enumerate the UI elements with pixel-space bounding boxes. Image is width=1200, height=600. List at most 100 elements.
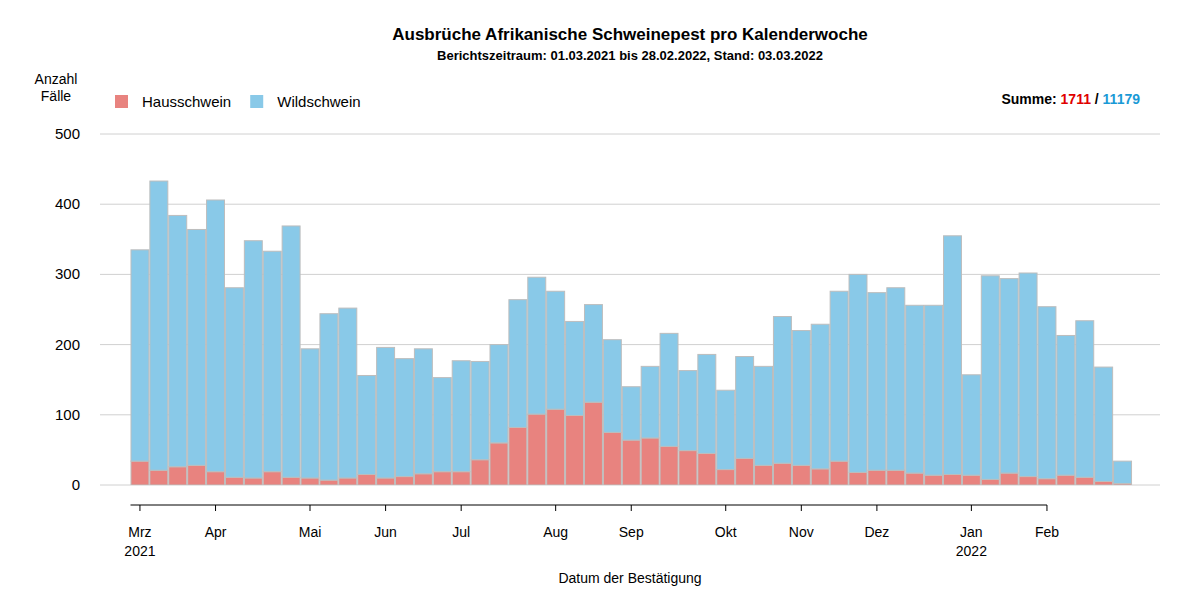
bar xyxy=(792,331,810,466)
bar xyxy=(1095,481,1113,485)
bar xyxy=(282,226,300,477)
bar xyxy=(887,288,905,471)
bar xyxy=(566,416,584,485)
bar xyxy=(1114,461,1132,483)
legend-swatch xyxy=(250,95,263,108)
bar xyxy=(1095,367,1113,481)
bar xyxy=(490,443,508,485)
x-tick xyxy=(876,505,877,511)
bar xyxy=(622,440,640,485)
bar xyxy=(641,438,659,485)
bar xyxy=(981,276,999,480)
bar xyxy=(849,274,867,472)
x-tick xyxy=(385,505,386,511)
x-tick xyxy=(725,505,726,511)
bar xyxy=(792,465,810,485)
bar xyxy=(1038,307,1056,479)
x-tick xyxy=(139,505,140,511)
title: Ausbrüche Afrikanische Schweinepest pro … xyxy=(392,25,868,44)
x-tick xyxy=(215,505,216,511)
x-tick-label: Aug xyxy=(543,524,568,540)
bar xyxy=(773,317,791,464)
bar xyxy=(188,465,206,485)
x-tick xyxy=(971,505,972,511)
bar xyxy=(320,314,338,480)
bar xyxy=(1000,279,1018,473)
bar xyxy=(396,359,414,477)
bar xyxy=(603,340,621,433)
bar xyxy=(755,366,773,465)
bar xyxy=(868,293,886,471)
bar xyxy=(433,378,451,472)
bar xyxy=(849,472,867,485)
bar xyxy=(1019,477,1037,485)
x-tick-label: Dez xyxy=(864,524,889,540)
bar xyxy=(868,470,886,485)
x-tick-label: Okt xyxy=(715,524,737,540)
bar xyxy=(925,475,943,485)
bar xyxy=(509,427,527,485)
bar xyxy=(679,451,697,485)
x-tick xyxy=(555,505,556,511)
bar xyxy=(490,345,508,443)
x-tick-label: Apr xyxy=(205,524,227,540)
y-tick-label: 300 xyxy=(55,265,80,282)
bar xyxy=(944,236,962,475)
bar xyxy=(377,347,395,478)
subtitle: Berichtszeitraum: 01.03.2021 bis 28.02.2… xyxy=(437,48,823,63)
bar xyxy=(773,463,791,485)
x-axis-label: Datum der Bestätigung xyxy=(558,570,701,586)
bar xyxy=(169,215,187,466)
bar xyxy=(962,475,980,485)
bar xyxy=(225,288,243,478)
bar xyxy=(887,470,905,485)
bar xyxy=(131,250,149,461)
bar xyxy=(1038,479,1056,485)
bar xyxy=(244,241,262,478)
bar xyxy=(1057,475,1075,485)
bar xyxy=(736,357,754,459)
legend-swatch xyxy=(115,95,128,108)
x-tick-label: Jul xyxy=(452,524,470,540)
bar xyxy=(358,375,376,474)
grid-line xyxy=(100,204,1160,205)
bar xyxy=(717,390,735,469)
bar xyxy=(1057,335,1075,475)
chart: Ausbrüche Afrikanische Schweinepest pro … xyxy=(0,0,1200,600)
bar xyxy=(962,375,980,475)
bar xyxy=(660,446,678,485)
legend-label: Hausschwein xyxy=(142,93,231,110)
bar xyxy=(906,305,924,473)
y-tick-label: 100 xyxy=(55,406,80,423)
x-tick-label: Sep xyxy=(619,524,644,540)
summary-value: 1711 xyxy=(1061,91,1092,107)
bar xyxy=(339,308,357,478)
y-tick-label: 400 xyxy=(55,195,80,212)
bar xyxy=(282,477,300,485)
bar xyxy=(339,478,357,485)
x-tick-label: Mrz2021 xyxy=(124,524,155,559)
bar xyxy=(301,349,319,478)
bar xyxy=(471,460,489,485)
bar xyxy=(414,349,432,474)
x-tick xyxy=(631,505,632,511)
bar xyxy=(981,479,999,485)
x-tick-label: Mai xyxy=(299,524,322,540)
summary-separator: / xyxy=(1091,91,1103,107)
bar xyxy=(131,461,149,485)
bar xyxy=(452,472,470,485)
x-tick xyxy=(310,505,311,511)
bar xyxy=(698,453,716,485)
bar xyxy=(584,402,602,485)
y-tick-label: 0 xyxy=(72,476,80,493)
x-tick-label: Nov xyxy=(789,524,814,540)
bar xyxy=(679,371,697,451)
bar xyxy=(830,461,848,485)
x-axis-line xyxy=(131,505,1047,506)
bar xyxy=(944,474,962,485)
bar xyxy=(584,305,602,403)
bar xyxy=(811,469,829,485)
bar xyxy=(603,432,621,485)
bar xyxy=(207,200,225,472)
bar xyxy=(471,361,489,459)
